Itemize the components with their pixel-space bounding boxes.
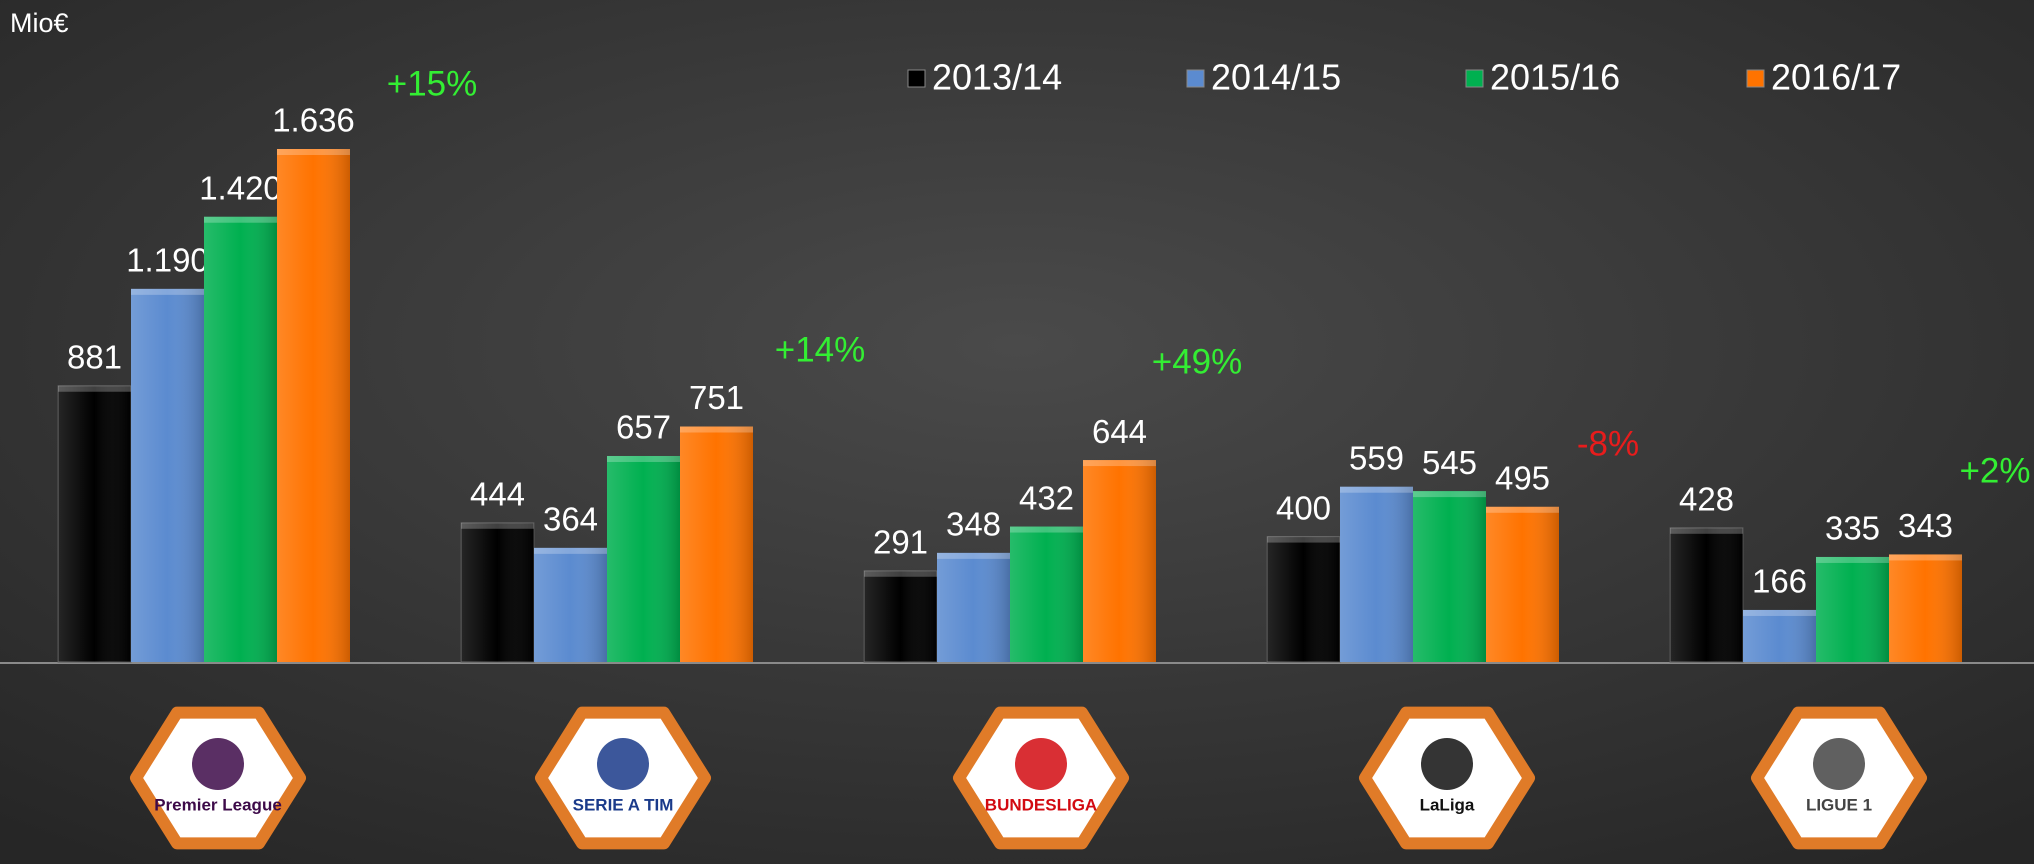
value-label: 432 <box>1019 479 1074 516</box>
bar-cap <box>277 149 350 155</box>
legend-swatch <box>1186 69 1205 88</box>
bar-cap <box>131 288 204 295</box>
value-label: 1.420 <box>199 169 282 206</box>
growth-annotation: +15% <box>387 64 478 103</box>
bar-shine <box>1010 526 1083 662</box>
bar-cap <box>1486 506 1559 513</box>
bar-shine <box>277 149 350 662</box>
value-label: 428 <box>1679 481 1734 518</box>
growth-annotation: +14% <box>775 330 866 369</box>
value-label: 1.190 <box>126 242 209 279</box>
value-label: 559 <box>1349 439 1404 476</box>
bar-shine <box>1340 486 1413 662</box>
legend-label: 2016/17 <box>1771 57 1901 98</box>
bar-shine <box>204 216 277 662</box>
legend-label: 2013/14 <box>932 57 1062 98</box>
bar-cap <box>1413 491 1486 498</box>
bar-shine <box>864 570 937 662</box>
legend-label: 2015/16 <box>1490 57 1620 98</box>
value-label: 335 <box>1825 510 1880 547</box>
bar-shine <box>131 288 204 662</box>
value-label: 348 <box>946 506 1001 543</box>
bar-shine <box>1083 460 1156 662</box>
bar-cap <box>1816 556 1889 563</box>
bar-cap <box>1889 554 1962 561</box>
league-name: LIGUE 1 <box>1806 795 1872 814</box>
value-label: 400 <box>1276 489 1331 526</box>
bar-cap <box>1083 460 1156 467</box>
bar-cap <box>204 216 277 223</box>
bar-shine <box>680 426 753 662</box>
league-name: SERIE A TIM <box>573 795 674 814</box>
legend-swatch <box>1465 69 1484 88</box>
value-label: 1.636 <box>272 102 355 139</box>
bar-shine <box>461 522 534 662</box>
bar-shine <box>58 385 131 662</box>
legend-label: 2014/15 <box>1211 57 1341 98</box>
bar-shine <box>1816 556 1889 662</box>
bar-shine <box>1413 491 1486 662</box>
bar-cap <box>1010 526 1083 533</box>
league-logo-icon <box>597 738 649 790</box>
bar-cap <box>461 522 534 529</box>
value-label: 545 <box>1422 444 1477 481</box>
bar-cap <box>937 552 1010 559</box>
bar-shine <box>1267 536 1340 662</box>
legend-swatch <box>907 69 926 88</box>
value-label: 644 <box>1092 413 1147 450</box>
bar-cap <box>1340 486 1413 493</box>
league-logo-icon <box>1421 738 1473 790</box>
value-label: 751 <box>689 379 744 416</box>
bar-shine <box>1889 554 1962 662</box>
league-name: Premier League <box>154 795 282 814</box>
growth-annotation: +2% <box>1959 451 2030 490</box>
bar-cap <box>864 570 937 577</box>
value-label: 444 <box>470 475 525 512</box>
value-label: 657 <box>616 409 671 446</box>
value-label: 364 <box>543 501 598 538</box>
league-name: LaLiga <box>1420 795 1475 814</box>
legend-swatch <box>1746 69 1765 88</box>
unit-label: Mio€ <box>10 8 69 38</box>
league-name: BUNDESLIGA <box>985 795 1097 814</box>
bar-shine <box>1670 527 1743 662</box>
bar-cap <box>1743 609 1816 616</box>
league-logo-icon <box>192 738 244 790</box>
bar-cap <box>680 426 753 433</box>
bar-cap <box>1670 527 1743 534</box>
bar-shine <box>607 455 680 662</box>
value-label: 343 <box>1898 507 1953 544</box>
value-label: 495 <box>1495 460 1550 497</box>
growth-annotation: -8% <box>1577 424 1639 463</box>
bar-cap <box>534 547 607 554</box>
bar-shine <box>937 552 1010 662</box>
bar-cap <box>1267 536 1340 543</box>
growth-annotation: +49% <box>1152 342 1243 381</box>
league-logo-icon <box>1015 738 1067 790</box>
bar-shine <box>534 547 607 662</box>
value-label: 881 <box>67 338 122 375</box>
league-logo-icon <box>1813 738 1865 790</box>
bar-cap <box>58 385 131 392</box>
bar-shine <box>1486 506 1559 662</box>
bar-cap <box>607 455 680 462</box>
value-label: 166 <box>1752 563 1807 600</box>
bar-shine <box>1743 609 1816 662</box>
value-label: 291 <box>873 523 928 560</box>
